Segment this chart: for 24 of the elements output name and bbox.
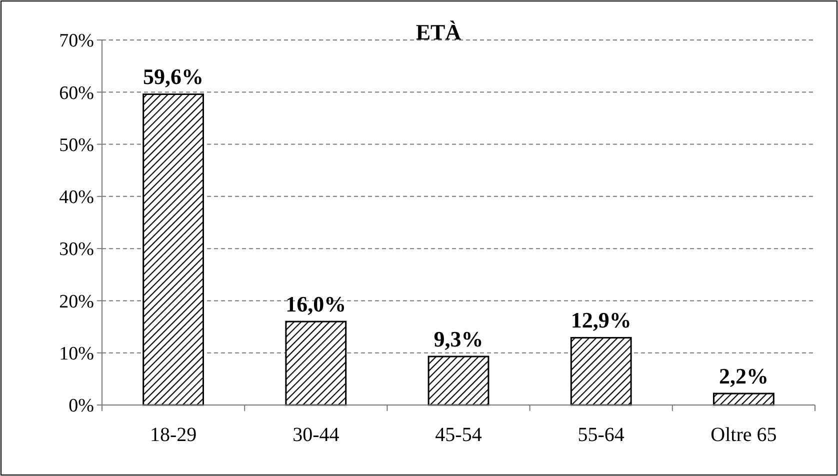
chart-title: ETÀ — [416, 19, 462, 44]
bar — [428, 356, 490, 406]
data-label: 2,2% — [718, 364, 768, 389]
x-tick-label: 18-29 — [150, 424, 197, 446]
bar — [713, 392, 774, 406]
bar — [570, 336, 632, 406]
y-tick-label: 20% — [59, 291, 94, 312]
y-tick-label: 60% — [59, 82, 94, 104]
data-label: 16,0% — [286, 292, 346, 317]
data-label: 12,9% — [570, 308, 632, 333]
y-tick-label: 70% — [59, 30, 94, 52]
x-tick-label: Oltre 65 — [710, 424, 777, 446]
data-label: 59,6% — [143, 64, 204, 90]
data-label: 9,3% — [434, 326, 484, 352]
bar — [285, 320, 347, 406]
y-tick-label: 30% — [59, 239, 94, 260]
x-tick-label: 30-44 — [292, 424, 340, 446]
bar — [142, 93, 204, 406]
y-tick-label: 10% — [59, 344, 94, 365]
y-tick-label: 50% — [59, 134, 94, 156]
x-tick-label: 45-54 — [435, 424, 482, 446]
y-tick-label: 40% — [59, 187, 94, 208]
y-tick-label: 0% — [68, 396, 94, 417]
x-tick-label: 55-64 — [578, 424, 624, 446]
